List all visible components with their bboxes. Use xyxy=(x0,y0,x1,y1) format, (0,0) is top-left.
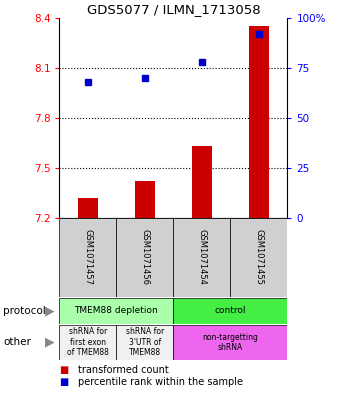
Bar xyxy=(116,325,173,360)
Bar xyxy=(59,325,116,360)
Bar xyxy=(249,26,269,218)
Text: ■: ■ xyxy=(59,365,69,375)
Text: ▶: ▶ xyxy=(45,304,54,318)
Text: TMEM88 depletion: TMEM88 depletion xyxy=(74,307,158,315)
Bar xyxy=(116,218,173,297)
Bar xyxy=(59,298,173,324)
Text: GSM1071457: GSM1071457 xyxy=(84,230,92,285)
Text: shRNA for
first exon
of TMEM88: shRNA for first exon of TMEM88 xyxy=(67,327,109,357)
Title: GDS5077 / ILMN_1713058: GDS5077 / ILMN_1713058 xyxy=(87,4,260,17)
Bar xyxy=(78,198,98,218)
Bar xyxy=(59,218,116,297)
Text: GSM1071455: GSM1071455 xyxy=(254,230,263,285)
Text: protocol: protocol xyxy=(3,306,46,316)
Text: GSM1071456: GSM1071456 xyxy=(140,230,149,285)
Text: non-targetting
shRNA: non-targetting shRNA xyxy=(202,332,258,352)
Bar xyxy=(173,218,231,297)
Text: ■: ■ xyxy=(59,377,69,387)
Bar xyxy=(192,146,212,218)
Text: shRNA for
3'UTR of
TMEM88: shRNA for 3'UTR of TMEM88 xyxy=(126,327,164,357)
Text: other: other xyxy=(3,337,31,347)
Bar xyxy=(173,325,287,360)
Bar xyxy=(135,182,155,218)
Text: transformed count: transformed count xyxy=(78,365,169,375)
Text: ▶: ▶ xyxy=(45,336,54,349)
Text: control: control xyxy=(215,307,246,315)
Text: percentile rank within the sample: percentile rank within the sample xyxy=(78,377,243,387)
Bar xyxy=(231,218,287,297)
Bar xyxy=(173,298,287,324)
Text: GSM1071454: GSM1071454 xyxy=(198,230,206,285)
